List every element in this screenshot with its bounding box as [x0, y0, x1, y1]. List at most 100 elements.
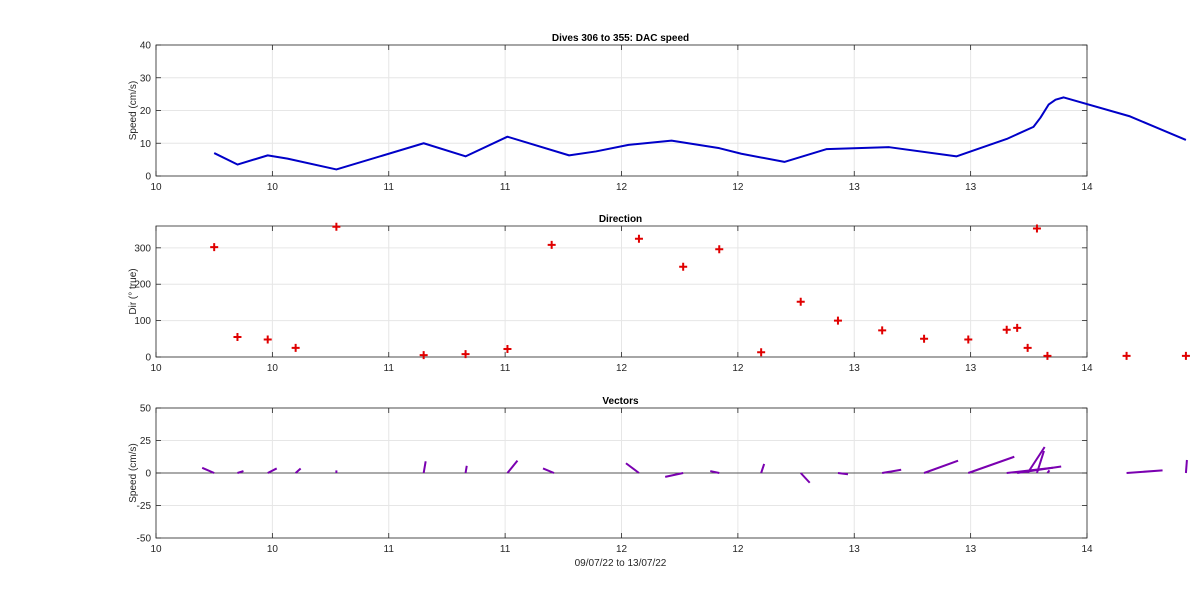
panel-2: 10 10 11 11 12 12 13 13 14 -50 -25 0 25 50 Vectors Spee…	[128, 396, 1188, 569]
y-tick-label: -50	[137, 534, 152, 545]
current-vector	[967, 455, 1015, 474]
x-tick-label: 12	[616, 363, 628, 374]
direction-point	[1043, 351, 1052, 360]
x-tick-label: 13	[849, 182, 861, 193]
y-tick-label: 20	[140, 106, 152, 117]
direction-point	[634, 234, 643, 243]
panel-1: 10 10 11 11 12 12 13 13 14 0 100 200 300 Direction Dir…	[128, 214, 1190, 374]
current-vector	[201, 466, 215, 474]
y-tick-label: 40	[140, 41, 152, 52]
direction-point	[757, 348, 766, 357]
direction-point	[1023, 343, 1032, 352]
x-tick-label: 13	[849, 363, 861, 374]
current-vector	[422, 461, 427, 474]
current-vector	[664, 472, 684, 478]
x-tick-label: 14	[1081, 544, 1093, 555]
direction-point	[419, 351, 428, 360]
current-vector	[1017, 465, 1062, 474]
y-tick-label: 0	[145, 353, 151, 364]
direction-point	[679, 262, 688, 271]
y-tick-label: 100	[134, 316, 151, 327]
direction-point	[1013, 323, 1022, 332]
current-vector	[1126, 469, 1163, 474]
current-vector	[625, 462, 640, 474]
y-axis-label: Speed (cm/s)	[128, 443, 139, 502]
direction-point	[715, 245, 724, 254]
x-tick-label: 11	[500, 182, 511, 193]
current-vector	[237, 470, 244, 474]
y-tick-label: -25	[137, 501, 152, 512]
current-vector	[1046, 469, 1051, 474]
direction-point	[503, 344, 512, 353]
current-vector	[267, 467, 278, 474]
x-tick-label: 10	[150, 544, 162, 555]
x-tick-label: 11	[384, 544, 395, 555]
direction-point	[547, 240, 556, 249]
current-vector	[882, 468, 902, 474]
x-tick-label: 12	[732, 544, 744, 555]
y-axis-label: Dir (° true)	[128, 268, 139, 314]
current-vector	[1036, 450, 1045, 474]
chart-title: Direction	[599, 214, 642, 225]
direction-point	[1181, 351, 1190, 360]
direction-point	[833, 316, 842, 325]
y-axis-label: Speed (cm/s)	[128, 81, 139, 140]
x-tick-label: 14	[1081, 182, 1093, 193]
direction-point	[1002, 325, 1011, 334]
direction-point	[210, 243, 219, 252]
x-tick-label: 11	[384, 363, 395, 374]
y-tick-label: 50	[140, 404, 152, 415]
y-tick-label: 0	[145, 172, 151, 183]
direction-point	[1122, 351, 1131, 360]
direction-point	[878, 326, 887, 335]
x-tick-label: 12	[732, 182, 744, 193]
direction-point	[920, 334, 929, 343]
chart-title: Vectors	[602, 396, 639, 407]
x-tick-label: 11	[384, 182, 395, 193]
x-tick-label: 10	[150, 182, 162, 193]
current-vector	[837, 472, 849, 476]
x-tick-label: 13	[965, 363, 977, 374]
current-vector	[506, 460, 519, 474]
y-tick-label: 300	[134, 243, 151, 254]
x-tick-label: 11	[500, 363, 511, 374]
direction-point	[796, 297, 805, 306]
direction-point	[291, 343, 300, 352]
x-tick-label: 13	[965, 544, 977, 555]
current-vector	[1184, 459, 1188, 474]
x-tick-label: 10	[267, 363, 279, 374]
current-vector	[923, 459, 959, 474]
current-vector	[542, 467, 555, 474]
direction-point	[332, 222, 341, 231]
direction-point	[1032, 224, 1041, 233]
x-tick-label: 12	[616, 544, 628, 555]
chart-title: Dives 306 to 355: DAC speed	[552, 33, 689, 44]
x-tick-label: 10	[150, 363, 162, 374]
x-tick-label: 13	[965, 182, 977, 193]
direction-point	[964, 335, 973, 344]
y-tick-label: 25	[140, 436, 152, 447]
current-vector	[1026, 446, 1046, 474]
direction-point	[461, 350, 470, 359]
current-vector	[294, 467, 302, 474]
current-vector	[464, 465, 468, 474]
x-tick-label: 10	[267, 544, 279, 555]
current-vector	[710, 470, 720, 474]
x-axis-label: 09/07/22 to 13/07/22	[575, 558, 667, 569]
x-tick-label: 12	[616, 182, 628, 193]
x-tick-label: 14	[1081, 363, 1093, 374]
y-tick-label: 200	[134, 280, 151, 291]
y-tick-label: 30	[140, 73, 152, 84]
x-tick-label: 13	[849, 544, 861, 555]
current-vector	[760, 463, 766, 474]
x-tick-label: 10	[267, 182, 279, 193]
y-tick-label: 0	[145, 469, 151, 480]
direction-point	[233, 332, 242, 341]
speed-series-line	[213, 96, 1187, 171]
direction-point	[263, 335, 272, 344]
y-tick-label: 10	[140, 139, 152, 150]
x-tick-label: 11	[500, 544, 511, 555]
current-vector	[799, 472, 811, 484]
